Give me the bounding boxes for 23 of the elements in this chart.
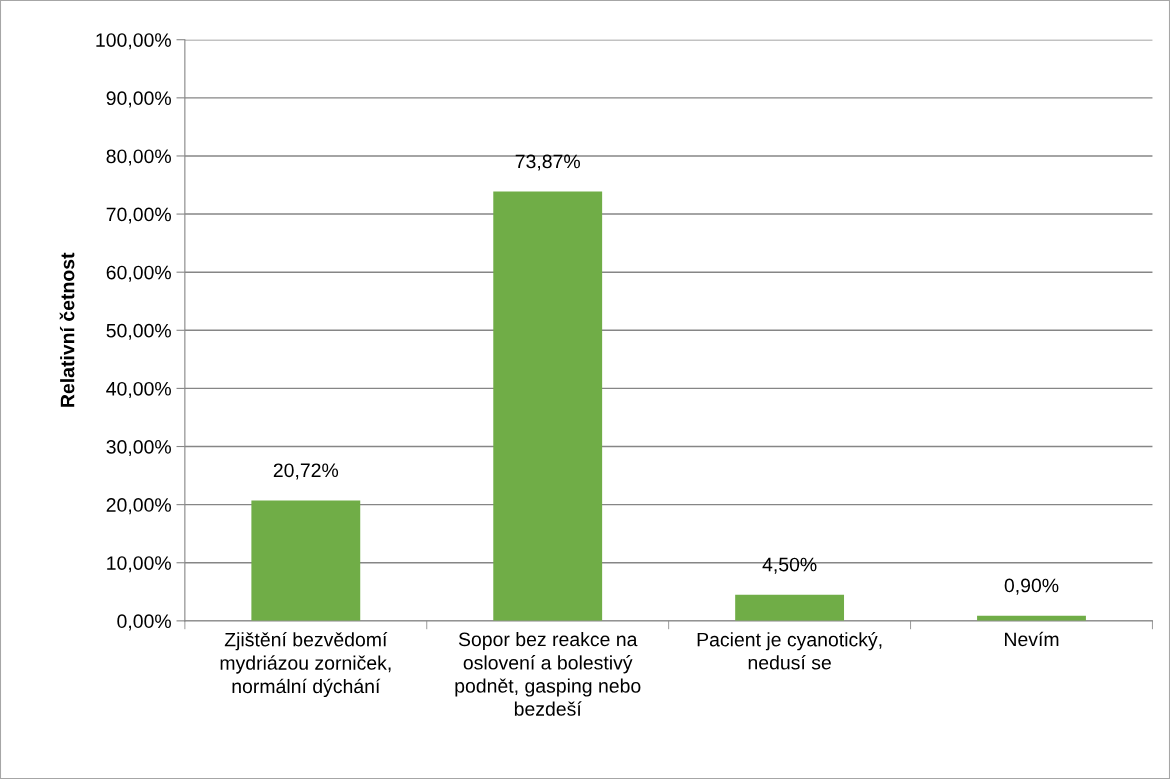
y-tick-label: 60,00% <box>106 265 171 282</box>
y-axis-title: Relativní četnost <box>59 252 75 407</box>
bar <box>493 191 603 621</box>
y-tick-label: 40,00% <box>106 381 171 398</box>
bar <box>251 500 361 621</box>
y-tick-label: 80,00% <box>106 149 171 166</box>
y-tick-label: 30,00% <box>106 439 171 457</box>
y-tick-label: 90,00% <box>106 91 171 108</box>
data-label: 73,87% <box>515 154 580 171</box>
y-tick-label: 0,00% <box>117 614 171 631</box>
y-tick-label: 20,00% <box>106 498 171 515</box>
x-tick-label: Pacient je cyanotický, nedusí se <box>697 631 882 670</box>
bar <box>735 594 845 621</box>
x-tick-label: Zjištění bezvědomí mydriázou zorniček, normální dýchání <box>220 631 391 698</box>
x-tick-label: Sopor bez reakce na oslovení a bolestivý podnět, gasping nebo bezdeší <box>455 631 641 716</box>
y-tick-label: 10,00% <box>107 556 171 573</box>
data-label: 0,90% <box>1004 578 1059 595</box>
data-label: 4,50% <box>762 557 817 574</box>
y-tick-label: 100,00% <box>96 33 171 50</box>
data-label: 20,72% <box>273 463 339 480</box>
y-tick-label: 50,00% <box>106 323 171 340</box>
x-tick-label: Nevím <box>1005 631 1059 647</box>
y-tick-label: 70,00% <box>106 207 171 224</box>
